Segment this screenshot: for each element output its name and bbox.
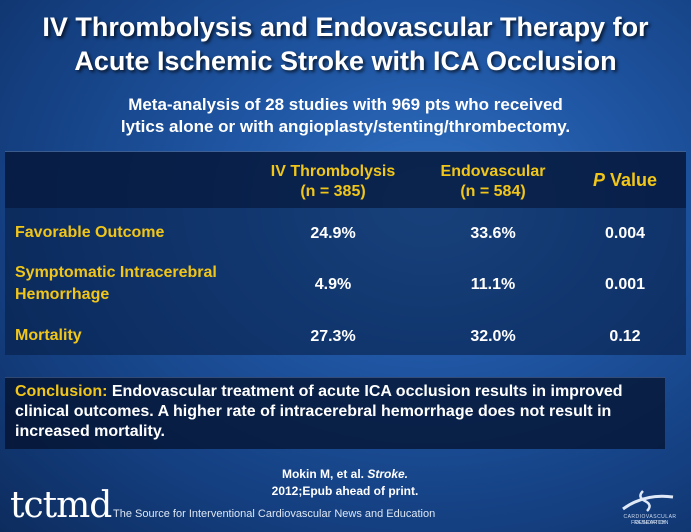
subtitle-line-2: lytics alone or with angioplasty/stentin… xyxy=(120,117,571,136)
cell-endo-mortality: 32.0% xyxy=(470,328,516,345)
table-header: IV Thrombolysis (n = 385) Endovascular (… xyxy=(5,152,686,208)
citation-line-1: Mokin M, et al. Stroke. xyxy=(281,467,409,481)
conclusion-lead: Conclusion: xyxy=(15,383,108,400)
header-iv-thrombolysis: IV Thrombolysis (n = 385) xyxy=(270,163,396,200)
row-label-favorable-outcome: Favorable Outcome xyxy=(15,224,165,241)
row-label-mortality: Mortality xyxy=(15,327,82,344)
slide-title: IV Thrombolysis and Endovascular Therapy… xyxy=(0,10,691,78)
row-label-hemorrhage: Symptomatic Intracerebral Hemorrhage xyxy=(15,264,217,303)
foundation-text-2: FOUNDATION xyxy=(631,520,669,526)
header-p-value: P Value xyxy=(592,170,658,190)
citation: Mokin M, et al. Stroke. 2012;Epub ahead … xyxy=(210,466,480,500)
cell-p-hemorrhage: 0.001 xyxy=(604,276,646,293)
results-table: IV Thrombolysis (n = 385) Endovascular (… xyxy=(5,151,686,355)
cell-endo-favorable: 33.6% xyxy=(470,225,516,242)
conclusion-text: Endovascular treatment of acute ICA occl… xyxy=(15,383,623,440)
tctmd-logo: tctmd xyxy=(10,485,112,526)
title-line-2: Acute Ischemic Stroke with ICA Occlusion xyxy=(74,46,617,76)
title-line-1: IV Thrombolysis and Endovascular Therapy… xyxy=(42,12,649,42)
cell-iv-mortality: 27.3% xyxy=(310,328,356,345)
crf-foundation-logo: CARDIOVASCULAR RESEARCH FOUNDATION xyxy=(615,487,685,526)
header-endovascular: Endovascular (n = 584) xyxy=(440,163,546,200)
cell-iv-hemorrhage: 4.9% xyxy=(314,276,352,293)
cell-p-mortality: 0.12 xyxy=(609,328,641,345)
foundation-text-1: CARDIOVASCULAR RESEARCH xyxy=(623,514,677,526)
cell-iv-favorable: 24.9% xyxy=(310,225,356,242)
subtitle-line-1: Meta-analysis of 28 studies with 969 pts… xyxy=(128,95,563,114)
conclusion-box: Conclusion: Endovascular treatment of ac… xyxy=(5,377,665,449)
citation-line-2: 2012;Epub ahead of print. xyxy=(271,484,419,498)
slide-subtitle: Meta-analysis of 28 studies with 969 pts… xyxy=(0,94,691,138)
crf-swoosh-icon xyxy=(622,490,674,512)
footer-tagline: The Source for Interventional Cardiovasc… xyxy=(113,508,436,520)
cell-endo-hemorrhage: 11.1% xyxy=(470,276,516,293)
cell-p-favorable: 0.004 xyxy=(604,225,646,242)
